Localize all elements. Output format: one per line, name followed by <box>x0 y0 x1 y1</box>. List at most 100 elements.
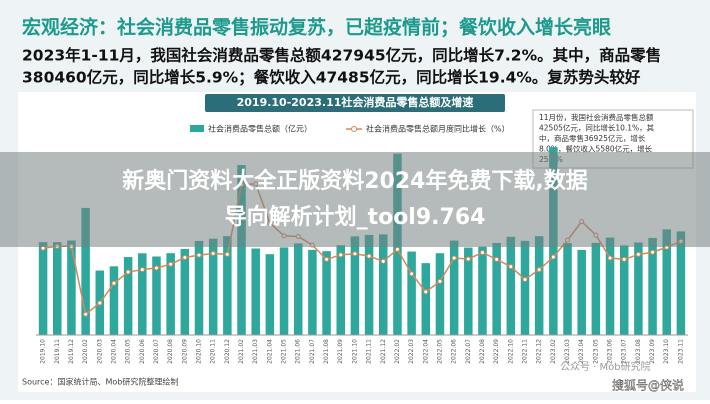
x-tick-label: 2022.05 <box>436 339 443 364</box>
x-tick-label: 2022.12 <box>536 339 543 364</box>
x-tick-label: 2020.03 <box>96 339 103 364</box>
growth-point <box>168 261 174 267</box>
annotation-text: 11月份，我国社会消费品零售总额 <box>539 112 654 122</box>
x-tick-label: 2020.12 <box>224 339 231 364</box>
title: 宏观经济：社会消费品零售振动复苏，已超疫情前；餐饮收入增长亮眼 <box>22 16 611 39</box>
bar <box>138 253 147 335</box>
overlay-text: 导向解析计划_tool9.764 <box>225 204 486 230</box>
x-tick-label: 2021.10 <box>351 339 358 364</box>
x-tick-label: 2020.06 <box>139 339 146 364</box>
x-tick-label: 2021.09 <box>337 339 344 364</box>
growth-point <box>380 258 386 264</box>
bar <box>676 231 686 335</box>
x-tick-label: 2023.07 <box>621 339 628 364</box>
legend-swatch <box>351 126 357 132</box>
x-tick-label: 2022.11 <box>522 339 529 364</box>
growth-point <box>196 252 202 258</box>
x-tick-label: 2020.09 <box>181 339 188 364</box>
x-tick-label: 2021.02 <box>238 339 245 364</box>
x-tick-label: 2021.06 <box>295 339 302 364</box>
overlay-band <box>0 152 710 247</box>
x-tick-label: 2021.07 <box>309 339 316 364</box>
growth-point <box>494 256 500 262</box>
bar <box>152 256 161 335</box>
x-tick-label: 2020.10 <box>196 339 203 364</box>
growth-point <box>83 311 89 317</box>
bar <box>336 245 345 335</box>
growth-point <box>451 255 457 261</box>
x-tick-label: 2019.11 <box>54 339 61 364</box>
bar <box>605 237 615 335</box>
x-tick-label: 2023.03 <box>564 339 571 364</box>
lead-line: 2023年1-11月，我国社会消费品零售总额427945亿元，同比增长7.2%。… <box>22 46 661 65</box>
bar <box>534 236 544 335</box>
bar <box>563 243 572 335</box>
bar <box>265 254 275 335</box>
legend-label: 社会消费品零售总额月度同比增长（%） <box>366 124 510 134</box>
growth-point <box>465 256 471 262</box>
x-tick-label: 2023.11 <box>677 339 684 364</box>
x-tick-label: 2022.04 <box>422 339 429 364</box>
bar <box>293 243 303 335</box>
growth-point <box>437 278 443 284</box>
x-tick-label: 2023.05 <box>592 339 599 364</box>
growth-point <box>97 300 103 306</box>
bar <box>449 240 459 335</box>
bar <box>279 247 289 335</box>
x-tick-label: 2023.10 <box>663 339 670 364</box>
annotation-text: 8.0%，餐饮收入5580亿元，增长 <box>539 144 653 154</box>
growth-point <box>479 250 485 256</box>
bar <box>591 242 601 335</box>
x-tick-label: 2021.03 <box>252 339 259 364</box>
growth-point <box>125 269 131 275</box>
watermark: 公众号 · Mob研究院 <box>560 360 651 373</box>
growth-point <box>423 289 429 295</box>
bar <box>464 247 473 335</box>
growth-point <box>621 256 627 262</box>
x-tick-label: 2023.09 <box>649 339 656 364</box>
bar <box>194 240 204 335</box>
bar <box>53 242 62 335</box>
legend-label: 社会消费品零售总额（亿元） <box>208 124 312 134</box>
bar <box>237 165 246 335</box>
x-tick-label: 2019.10 <box>40 339 47 364</box>
growth-point <box>182 255 188 261</box>
growth-point <box>338 252 344 258</box>
x-tick-label: 2021.11 <box>366 339 373 364</box>
growth-point <box>607 255 613 261</box>
bar <box>648 237 657 335</box>
x-tick-label: 2023.08 <box>635 339 642 364</box>
growth-point <box>153 265 159 271</box>
bar <box>81 207 90 335</box>
bar <box>421 263 431 335</box>
x-tick-label: 2021.08 <box>323 339 330 364</box>
bar <box>251 248 260 335</box>
bar <box>506 236 516 335</box>
growth-point <box>352 251 358 257</box>
bar <box>478 246 487 335</box>
x-tick-label: 2023.02 <box>550 339 557 364</box>
annotation-text: 中，商品零售36925亿元，增长 <box>539 133 646 143</box>
bar <box>619 245 629 335</box>
bar <box>379 234 388 335</box>
x-tick-label: 2022.08 <box>479 339 486 364</box>
bar <box>662 229 671 335</box>
x-tick-label: 2023.04 <box>578 339 585 364</box>
x-tick-label: 2020.07 <box>153 339 160 364</box>
x-tick-label: 2020.04 <box>110 339 117 364</box>
x-tick-label: 2022.03 <box>408 339 415 364</box>
x-tick-label: 2019.12 <box>68 339 75 364</box>
x-tick-label: 2021.04 <box>266 339 273 364</box>
bar <box>520 240 530 335</box>
x-tick-label: 2021.05 <box>281 339 288 364</box>
x-tick-label: 2023.06 <box>607 339 614 364</box>
bar <box>435 253 445 335</box>
growth-point <box>111 280 117 286</box>
growth-point <box>650 249 656 255</box>
x-tick-label: 2020.05 <box>125 339 132 364</box>
growth-point <box>409 271 415 277</box>
growth-point <box>366 253 372 259</box>
x-tick-label: 2022.07 <box>465 339 472 364</box>
watermark: 搜狐号@侠说 <box>612 378 684 393</box>
